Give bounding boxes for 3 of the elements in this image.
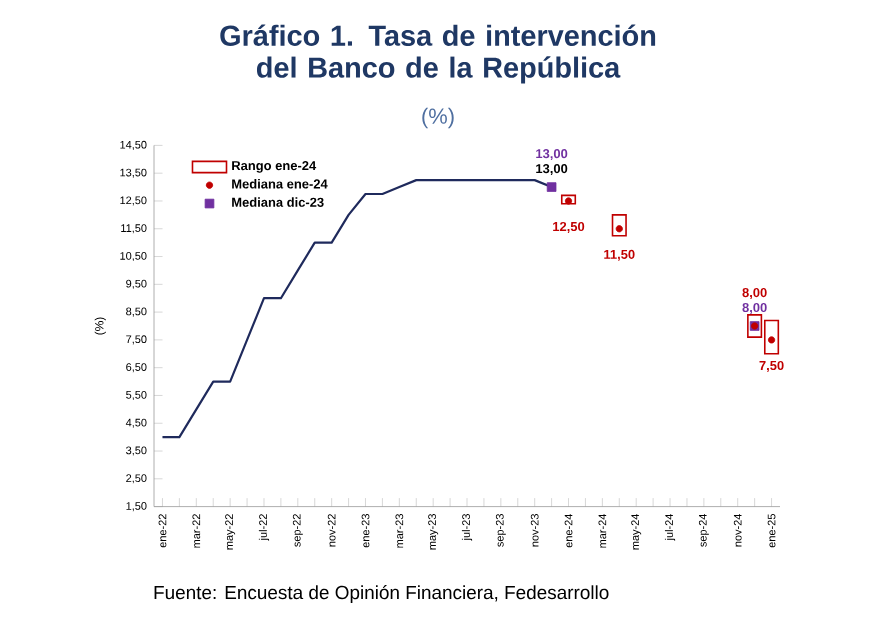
- chart-subtitle: (%): [422, 107, 454, 129]
- source-note: Fuente: Encuesta de Opinión Financiera, Fedesarrollo: [154, 585, 609, 603]
- chart-title: Gráfico 1. Tasa de intervención del Banco de la República: [220, 24, 656, 84]
